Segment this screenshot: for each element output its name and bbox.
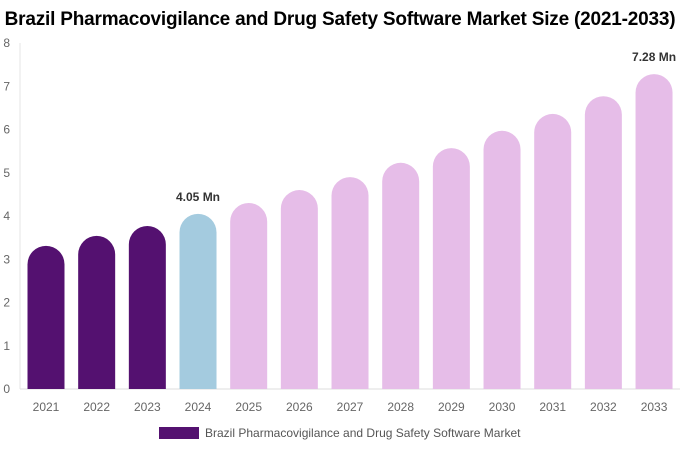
bar-2032 <box>584 96 622 389</box>
bar-2023 <box>128 225 166 389</box>
x-tick-label: 2023 <box>134 400 161 414</box>
bar-2024 <box>179 213 217 389</box>
data-label: 7.28 Mn <box>632 50 676 64</box>
bar-2029 <box>432 148 470 389</box>
y-tick-label: 5 <box>3 166 10 180</box>
bar-2025 <box>230 203 268 389</box>
y-tick-label: 6 <box>3 123 10 137</box>
bar-2028 <box>382 162 420 389</box>
y-tick-label: 0 <box>3 382 10 396</box>
x-tick-label: 2028 <box>387 400 414 414</box>
data-label: 4.05 Mn <box>176 190 220 204</box>
legend-label: Brazil Pharmacovigilance and Drug Safety… <box>205 426 521 440</box>
x-tick-label: 2033 <box>641 400 668 414</box>
x-tick-label: 2031 <box>539 400 566 414</box>
x-tick-label: 2022 <box>83 400 110 414</box>
y-tick-label: 4 <box>3 209 10 223</box>
x-tick-label: 2032 <box>590 400 617 414</box>
bar-2027 <box>331 177 369 389</box>
x-tick-label: 2027 <box>337 400 364 414</box>
chart-title: Brazil Pharmacovigilance and Drug Safety… <box>4 9 676 30</box>
x-tick-label: 2030 <box>489 400 516 414</box>
bar-2033 <box>635 74 673 389</box>
bar-2026 <box>280 190 318 389</box>
x-tick-label: 2029 <box>438 400 465 414</box>
bar-2030 <box>483 130 521 389</box>
bar-2022 <box>78 235 116 389</box>
bar-2021 <box>27 245 65 389</box>
x-tick-label: 2026 <box>286 400 313 414</box>
y-tick-label: 8 <box>3 36 10 50</box>
bar-2031 <box>534 113 572 389</box>
y-tick-label: 3 <box>3 252 10 266</box>
x-tick-label: 2021 <box>33 400 60 414</box>
y-tick-label: 1 <box>3 339 10 353</box>
legend-swatch <box>159 427 199 439</box>
y-tick-label: 7 <box>3 79 10 93</box>
y-tick-label: 2 <box>3 296 10 310</box>
x-tick-label: 2025 <box>235 400 262 414</box>
x-tick-label: 2024 <box>185 400 212 414</box>
legend: Brazil Pharmacovigilance and Drug Safety… <box>159 426 520 440</box>
